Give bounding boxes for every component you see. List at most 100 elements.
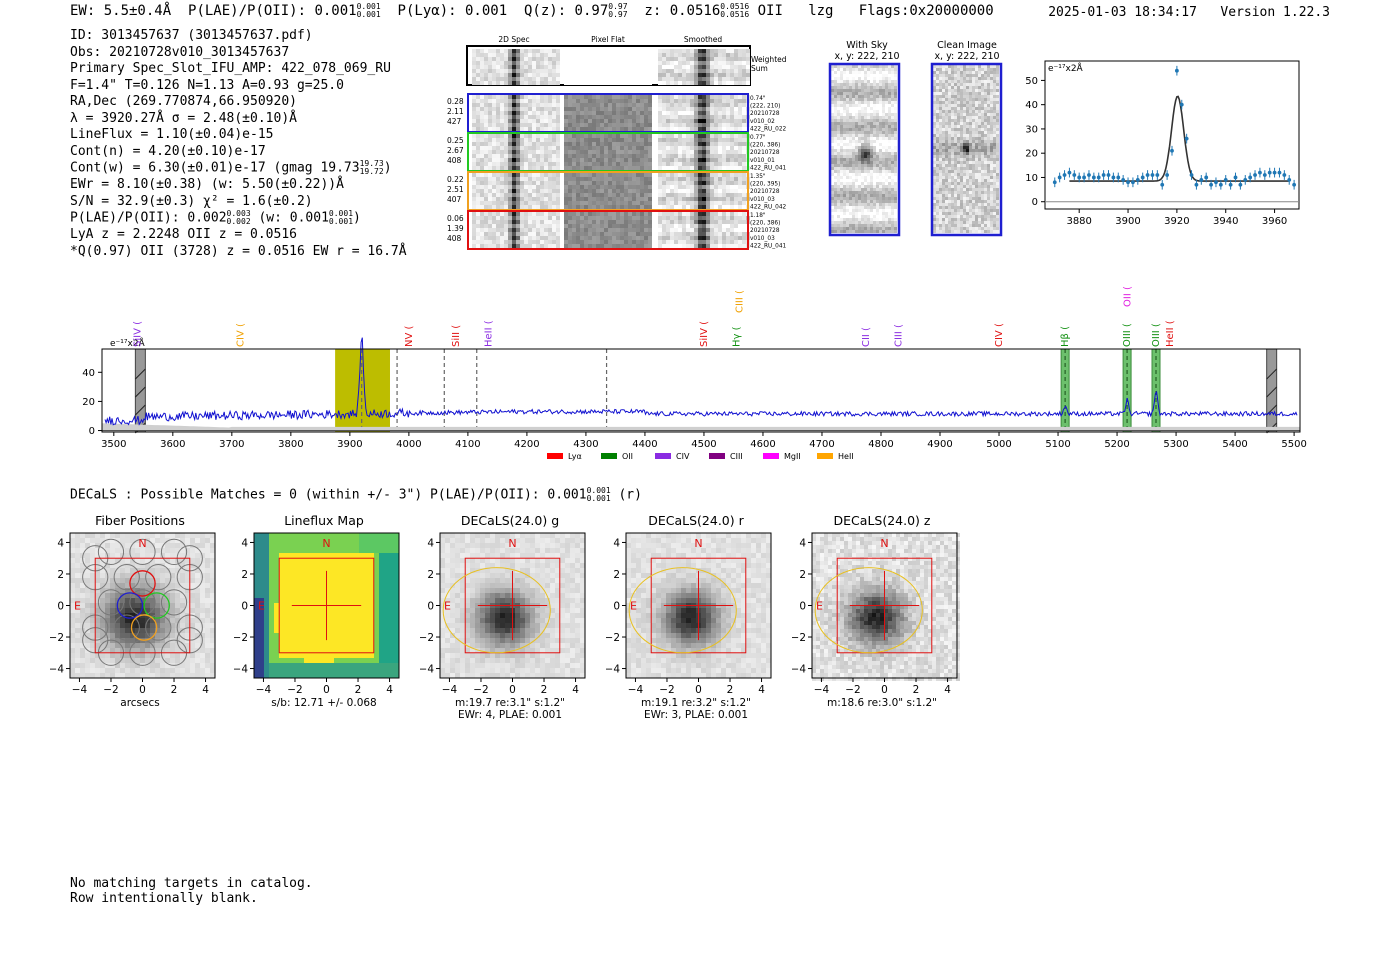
cutout-xtick-label: 0 [695, 684, 702, 695]
info-plae-lower: 0.002 [226, 217, 251, 226]
spectral-line-name: HeII ( [484, 320, 495, 347]
legend-swatch [763, 453, 779, 459]
masked-band [1266, 348, 1278, 433]
timestamp: 2025-01-03 18:34:17 [1048, 5, 1197, 20]
cutout-xtick-label: −4 [256, 684, 272, 695]
fit-data-point [1096, 175, 1101, 180]
header-z-upper: 0.0516 [720, 2, 750, 11]
cutout-xtick-label: −4 [72, 684, 88, 695]
spec-xtick-label: 3700 [219, 439, 244, 450]
cutout-ytick-label: 2 [427, 569, 434, 581]
cutout-xtick-label: −2 [473, 684, 488, 695]
spectral-line-label: Hβ ( [1060, 326, 1071, 347]
fit-data-point [1091, 175, 1096, 180]
row-right-info: 422_RU_022 [750, 126, 787, 132]
masked-band-hatch [135, 368, 146, 380]
cutout-image [254, 533, 399, 678]
cutout-xtick-label: 0 [139, 684, 146, 695]
row-right-info: (220, 395) [750, 182, 780, 188]
fit-data-point [1062, 173, 1067, 177]
fit-xtick-label: 3940 [1213, 216, 1238, 227]
cutout-title: DECaLS(24.0) g [460, 513, 560, 528]
spectral-line-name: SiIV ( [699, 321, 710, 347]
fit-unit-label: e⁻¹⁷x2Å [1048, 62, 1084, 74]
cutout-xtick-label: 2 [913, 684, 920, 695]
cutout-ytick-label: 0 [241, 601, 248, 613]
compass-north: N [880, 537, 888, 550]
cutout-xtick-label: 4 [202, 684, 209, 695]
spec-xtick-label: 5000 [986, 439, 1011, 450]
cutout-panel: N E 4 2 0 −2 −4 −4 −2 0 2 4 [50, 532, 216, 695]
timestamp-version: 2025-01-03 18:34:17 Version 1.22.3 [1048, 5, 1330, 20]
spec-xtick-label: 4500 [691, 439, 716, 450]
cutout-caption-line1: s/b: 12.71 +/- 0.068 [271, 697, 377, 709]
spectral-line-label: OII ( [1123, 286, 1134, 307]
header-z-lower: 0.0516 [720, 10, 750, 19]
cutout-ytick-label: 0 [427, 601, 434, 613]
compass-east: E [444, 600, 451, 613]
weighted-flat-strip [564, 49, 652, 85]
spectral-line-label: OIII ( [1151, 323, 1162, 347]
fit-data-point [1287, 177, 1292, 182]
cutout-xtick-label: −4 [814, 684, 830, 695]
decals-summary: DECaLS : Possible Matches = 0 (within +/… [70, 487, 642, 503]
fit-data-point [1184, 136, 1189, 141]
spectral-line-name: OIII ( [1122, 323, 1133, 347]
spectral-line-name: CII ( [861, 327, 872, 347]
cutout-ytick-label: 4 [427, 537, 434, 549]
spectral-line-name: CIV ( [236, 323, 247, 347]
fiber-circle [113, 564, 140, 591]
cutout-caption-line2: EWr: 4, PLAE: 0.001 [457, 709, 563, 721]
fit-axes-frame [1044, 60, 1300, 210]
note-blank-row: Row intentionally blank. [70, 891, 258, 906]
row-right-info: 1.18" [750, 213, 766, 219]
spec2d-col-title: Pixel Flat [591, 35, 625, 44]
compass-east: E [74, 600, 81, 613]
info-slot: Primary Spec_Slot_IFU_AMP: 422_078_069_R… [70, 61, 391, 76]
fit-model-curve [1069, 95, 1290, 182]
row-flat-strip [564, 173, 652, 209]
cutout-caption-line1: arcsecs [120, 697, 160, 709]
spectral-line-name: Hβ ( [1060, 326, 1071, 347]
spec-ytick-label: 20 [82, 397, 95, 408]
spec-xtick-label: 4400 [632, 439, 657, 450]
cutout-ytick-label: −2 [606, 632, 620, 644]
spec-xtick-label: 3500 [101, 439, 126, 450]
clean-image [933, 65, 999, 233]
fit-data-point [1145, 173, 1150, 177]
spectral-line-name: NV ( [404, 326, 415, 348]
info-plae: P(LAE)/P(OII): 0.0020.003 0.002 (w: 0.001… [70, 210, 407, 227]
cutout-ytick-label: 4 [613, 537, 620, 549]
info-lambda: λ = 3920.27Å σ = 2.48(±0.10)Å [70, 110, 297, 126]
info-contw: Cont(w) = 6.30(±0.01)e-17 (gmag 19.7319.… [70, 160, 407, 177]
spec-ytick-label: 0 [89, 426, 95, 437]
fit-data-point [1228, 182, 1233, 187]
spec-xtick-label: 4000 [396, 439, 421, 450]
fit-data-point [1262, 173, 1267, 177]
row-smooth-strip [658, 173, 750, 209]
cutout-title: Fiber Positions [95, 513, 185, 528]
aperture-box [650, 557, 747, 654]
fit-xtick-label: 3880 [1066, 216, 1091, 227]
spectral-line-label: CIV ( [236, 323, 247, 347]
cutout-ytick-label: −4 [792, 664, 806, 676]
row-flat-strip [564, 134, 652, 170]
spec-xtick-label: 4200 [514, 439, 539, 450]
fit-data-point [1170, 148, 1174, 153]
spec-axes-bg [102, 349, 1300, 432]
cutout-xtick-label: −2 [287, 684, 302, 695]
row-right-info: v010_01 [750, 158, 775, 164]
cutout-ytick-label: 2 [799, 569, 806, 581]
row-left-stat: 407 [447, 195, 462, 204]
row-2d-strip [472, 134, 560, 170]
fiber-blue [116, 592, 144, 619]
info-plae-w-upper: 0.001 [328, 209, 354, 218]
info-ewr: EWr = 8.10(±0.38) (w: 5.50(±0.22))Å [70, 177, 344, 192]
cutout-caption: m:19.7 re:3.1" s:1.2" EWr: 4, PLAE: 0.001 [425, 697, 595, 721]
fit-data-point [1267, 170, 1272, 175]
fit-data-point [1111, 175, 1116, 180]
masked-band-hatch [135, 404, 146, 416]
fit-data-point [1140, 175, 1145, 180]
spec-xtick-label: 3900 [337, 439, 362, 450]
fit-data-point [1052, 180, 1057, 185]
